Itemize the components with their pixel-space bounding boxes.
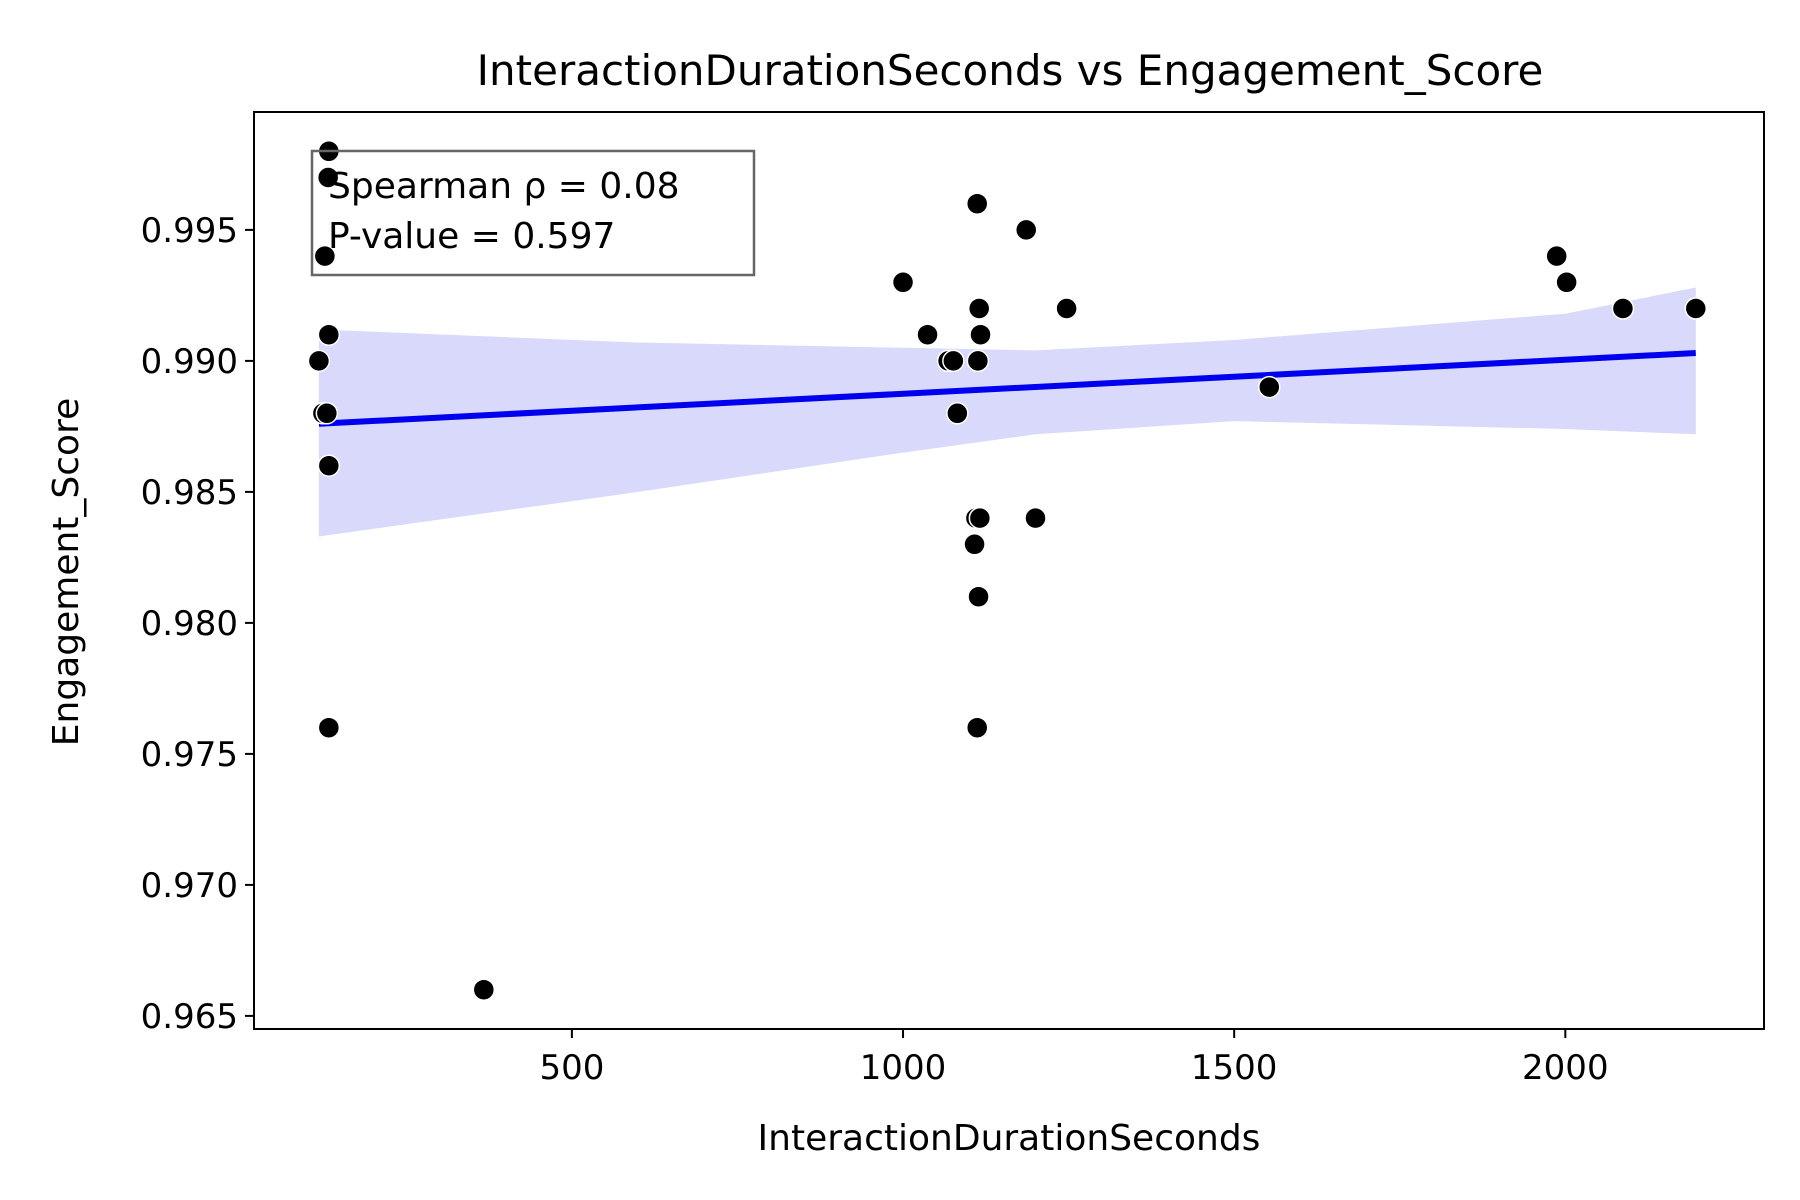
y-axis-ticks: 0.965 0.970 0.975 0.980 0.985 0.990 0.995	[141, 211, 254, 1037]
scatter-point	[916, 323, 939, 346]
scatter-point	[967, 585, 990, 608]
scatter-point	[1545, 244, 1568, 268]
scatter-point	[316, 166, 340, 189]
confidence-band	[318, 287, 1696, 537]
x-tick-label: 500	[539, 1048, 604, 1088]
scatter-point	[965, 716, 989, 739]
data-points	[307, 140, 1708, 1001]
scatter-point	[966, 349, 990, 373]
scatter-point	[891, 271, 915, 294]
y-tick-label: 0.970	[141, 866, 238, 906]
scatter-point	[307, 349, 331, 373]
scatter-point	[1024, 506, 1047, 530]
scatter-point	[1611, 297, 1635, 320]
scatter-point	[1684, 297, 1708, 320]
annotation-box	[310, 149, 756, 277]
scatter-point	[317, 716, 341, 739]
x-axis-ticks: 500 1000 1500 2000	[539, 1029, 1609, 1088]
scatter-point	[965, 192, 989, 215]
scatter-point	[946, 402, 969, 425]
scatter-point	[1014, 218, 1038, 242]
y-tick-label: 0.980	[141, 604, 238, 644]
x-tick-label: 1000	[860, 1048, 947, 1088]
regression-line	[318, 350, 1696, 427]
y-axis-title: Engagement_Score	[46, 398, 87, 746]
x-tick-label: 1500	[1191, 1048, 1278, 1088]
scatter-point	[969, 323, 992, 346]
confidence-band-area	[318, 287, 1696, 537]
scatter-point	[1258, 375, 1281, 399]
y-tick-label: 0.965	[141, 997, 238, 1037]
scatter-point	[942, 349, 965, 373]
chart-title: InteractionDurationSeconds vs Engagement…	[477, 46, 1544, 95]
annotation-line-spearman: Spearman ρ = 0.08	[328, 166, 680, 207]
y-tick-label: 0.975	[141, 735, 238, 775]
scatter-point	[317, 454, 341, 477]
plot-area-frame	[253, 111, 1765, 1030]
regression-line-segment	[318, 350, 1696, 427]
scatter-point	[967, 297, 991, 320]
scatter-point	[313, 244, 337, 268]
stats-annotation: Spearman ρ = 0.08 P-value = 0.597	[310, 149, 756, 277]
scatter-point	[1055, 297, 1078, 320]
y-tick-label: 0.990	[141, 342, 238, 382]
x-tick-label: 2000	[1522, 1048, 1609, 1088]
x-axis-title: InteractionDurationSeconds	[758, 1118, 1261, 1159]
scatter-point	[968, 506, 992, 530]
scatter-point	[963, 533, 986, 556]
scatter-point	[317, 323, 341, 346]
scatter-point	[315, 402, 339, 425]
y-tick-label: 0.995	[141, 211, 238, 251]
scatter-point	[1555, 271, 1578, 294]
y-tick-label: 0.985	[141, 473, 238, 513]
scatter-point	[472, 978, 496, 1001]
annotation-line-pvalue: P-value = 0.597	[328, 216, 615, 257]
